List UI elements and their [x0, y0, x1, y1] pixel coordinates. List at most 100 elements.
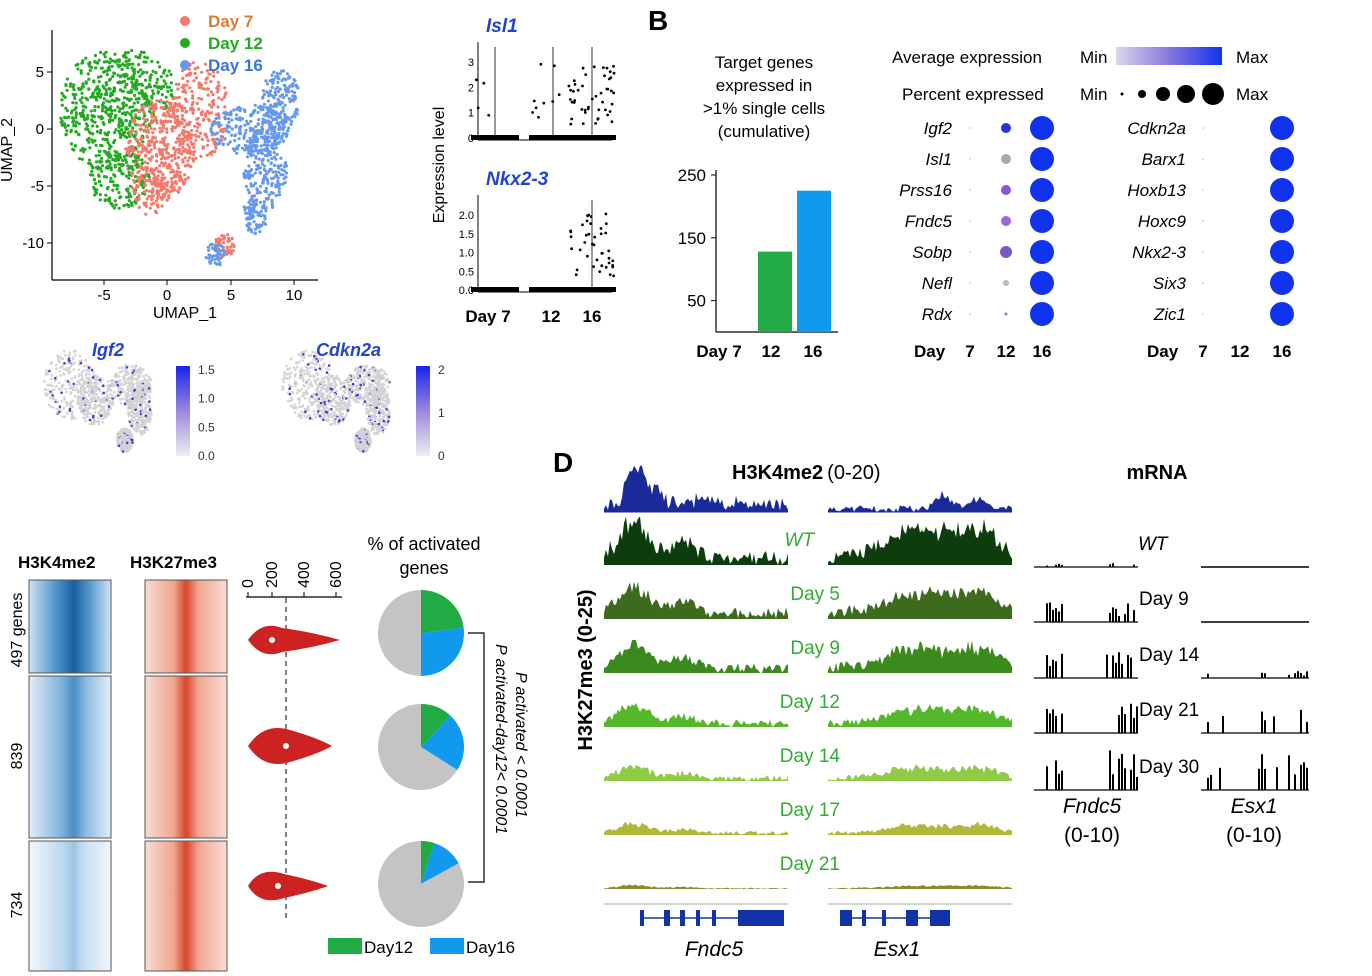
umap-point	[87, 161, 91, 165]
umap-point	[162, 163, 166, 168]
umap-point	[277, 193, 282, 197]
umap-point	[171, 109, 175, 113]
umap-point	[87, 62, 91, 66]
umap-point	[95, 166, 99, 170]
umap-point	[143, 128, 147, 132]
h3k4me2-track-name: H3K4me2	[732, 462, 823, 484]
umap-point	[127, 176, 131, 180]
umap-point	[137, 144, 141, 148]
umap-point	[257, 157, 261, 161]
exon	[882, 910, 886, 926]
umap-point	[155, 99, 159, 103]
umap-point	[269, 103, 273, 107]
umap-point	[167, 119, 171, 123]
umap-point	[249, 119, 253, 123]
umap-point	[181, 90, 185, 94]
umap-point	[96, 105, 100, 109]
umap-point	[188, 86, 192, 90]
umap-point	[82, 115, 86, 119]
umap-point	[267, 193, 271, 197]
umap-point	[200, 137, 204, 142]
umap-point	[142, 110, 146, 114]
exon	[712, 910, 716, 926]
umap-point	[65, 129, 69, 133]
umap-point	[272, 78, 276, 82]
umap-point	[145, 179, 149, 183]
umap-point	[186, 143, 190, 147]
dotplot-dot	[1000, 246, 1012, 258]
umap-point	[109, 105, 113, 109]
umap-point	[107, 100, 112, 104]
umap-point	[84, 127, 88, 131]
h3k27me3-track	[828, 586, 1012, 619]
umap-point	[134, 55, 138, 59]
feature-scale-tick: 0	[438, 449, 445, 463]
umap-point	[219, 128, 223, 132]
umap-point	[94, 160, 99, 164]
umap-point	[161, 126, 165, 130]
dotplot-dot	[1030, 147, 1054, 171]
umap-point	[209, 243, 213, 247]
umap-point	[100, 160, 104, 164]
avg-min-label: Min	[1080, 48, 1107, 67]
umap-point	[210, 99, 214, 104]
umap-point	[129, 88, 133, 92]
umap-point	[137, 123, 141, 127]
umap-point	[192, 150, 196, 154]
umap-point	[264, 172, 269, 176]
umap-point	[105, 160, 109, 164]
umap-point	[181, 142, 185, 146]
dot-plot: Average expression Percent expressed Min…	[892, 47, 1294, 361]
umap-point	[80, 61, 84, 65]
umap-point	[160, 204, 164, 208]
umap-point	[118, 107, 122, 111]
umap-point	[87, 77, 91, 81]
umap-point	[104, 111, 108, 115]
umap-point	[254, 167, 259, 172]
umap-legend-label: Day 7	[208, 12, 253, 31]
umap-point	[246, 171, 250, 175]
umap-point	[191, 111, 195, 115]
umap-point	[137, 109, 141, 113]
umap-point	[196, 125, 200, 129]
umap-point	[90, 118, 94, 122]
mrna-row-label: WT	[1138, 534, 1169, 555]
umap-point	[124, 127, 128, 131]
umap-point	[248, 136, 252, 140]
umap-point	[266, 128, 270, 132]
umap-point	[98, 198, 102, 202]
exon	[862, 910, 866, 926]
umap-point	[209, 90, 214, 94]
umap-point	[176, 87, 180, 91]
h3k4me2-heatmap-1	[28, 579, 112, 674]
umap-point	[97, 115, 101, 119]
umap-point	[253, 103, 257, 107]
umap-point	[123, 158, 128, 162]
umap-point	[140, 123, 144, 127]
exon	[640, 910, 644, 926]
dotplot-gene-label: Nkx2-3	[1132, 243, 1186, 262]
dotplot-day: 16	[1033, 342, 1052, 361]
umap-point	[205, 69, 209, 73]
h3k4me2-track-range: (0-20)	[827, 462, 880, 484]
umap-point	[261, 157, 265, 161]
umap-point	[174, 162, 179, 166]
mrna-gene-range: (0-10)	[1064, 824, 1120, 847]
dotplot-dot	[1001, 123, 1011, 133]
umap-point	[170, 159, 174, 163]
umap-point	[247, 191, 251, 195]
umap-point	[114, 128, 118, 132]
umap-point	[275, 71, 279, 75]
umap-point	[255, 223, 259, 227]
h3k27me3-track	[828, 640, 1012, 673]
umap-point	[99, 50, 103, 55]
umap-point	[182, 133, 186, 137]
umap-point	[151, 92, 156, 96]
umap-point	[147, 150, 151, 154]
umap-point	[263, 217, 267, 221]
umap-point	[230, 118, 234, 122]
umap-point	[113, 153, 117, 157]
exon	[680, 910, 685, 926]
umap-point	[273, 102, 277, 106]
umap-point	[252, 184, 256, 188]
